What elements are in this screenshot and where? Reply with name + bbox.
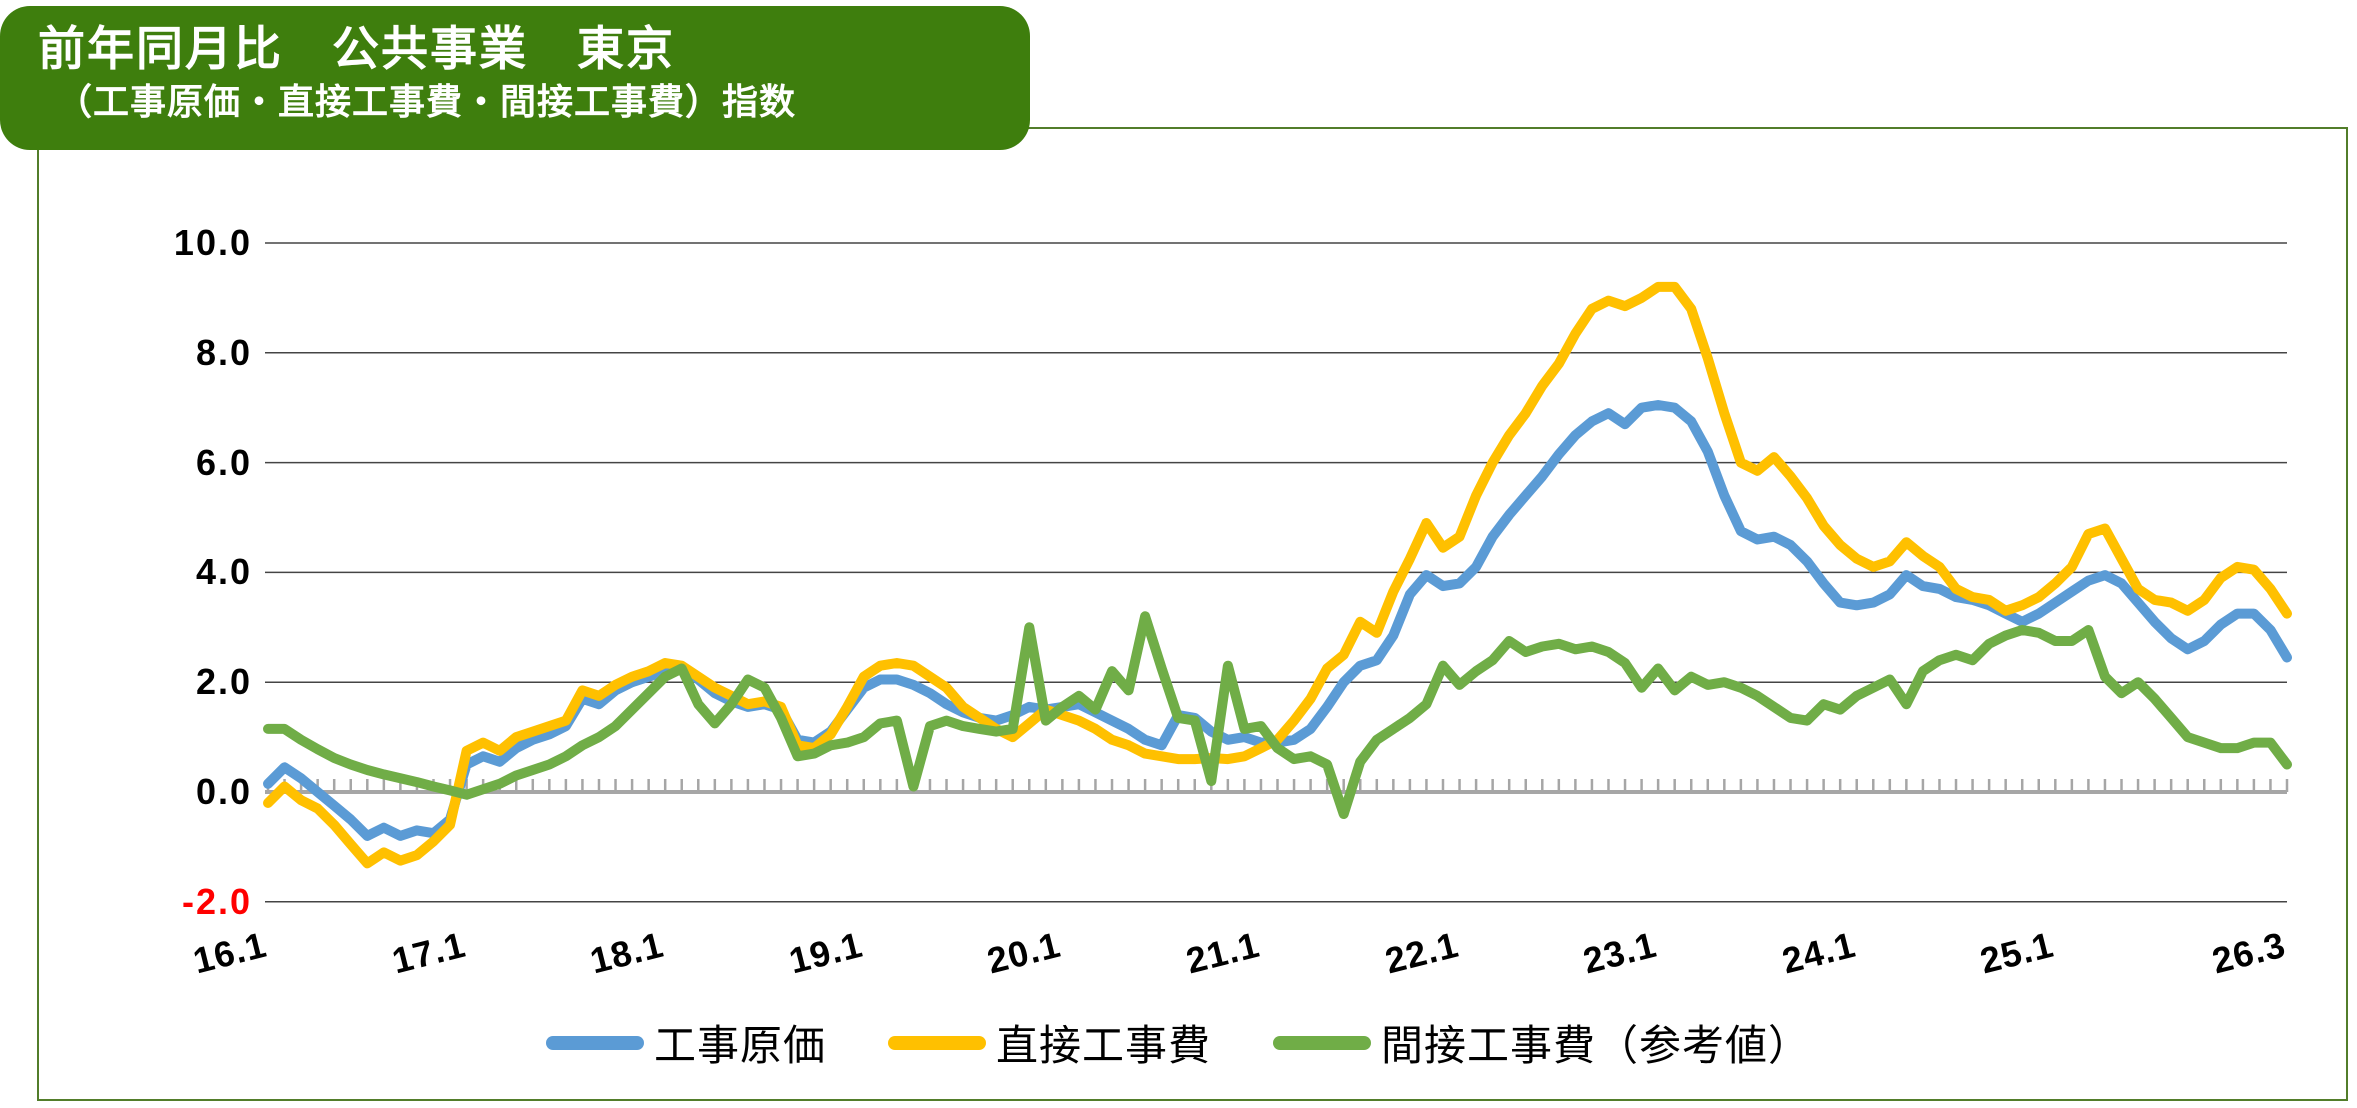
chart-title-line2: （工事原価・直接工事費・間接工事費）指数 [56,80,797,122]
legend-label: 工事原価 [653,1022,826,1069]
chart-frame [37,127,2348,1101]
legend-line-swatch [887,1035,986,1050]
legend-item: 直接工事費 [887,1012,1211,1073]
legend-label: 間接工事費（参考値） [1381,1022,1812,1069]
series-line-工事原価 [263,400,2292,841]
y-tick-label: 6.0 [195,441,252,483]
legend-line-swatch [545,1035,644,1050]
y-tick-label: 4.0 [195,551,252,593]
y-tick-label: -2.0 [181,880,252,922]
legend-line-swatch [1273,1035,1371,1050]
y-tick-label: 2.0 [195,661,252,703]
legend-item: 工事原価 [545,1012,826,1073]
series-line-間接工事費（参考値） [263,611,2292,819]
legend-item: 間接工事費（参考値） [1273,1012,1811,1073]
y-tick-label: 10.0 [173,222,252,263]
title-box: 前年同月比 公共事業 東京 （工事原価・直接工事費・間接工事費）指数 [0,6,1030,150]
series-line-直接工事費 [263,281,2292,869]
chart-title-line1: 前年同月比 公共事業 東京 [38,22,675,75]
legend: 工事原価 直接工事費 間接工事費（参考値） [0,1012,2357,1073]
legend-label: 直接工事費 [995,1022,1211,1069]
y-tick-label: 0.0 [195,771,252,812]
y-tick-label: 8.0 [195,331,252,373]
